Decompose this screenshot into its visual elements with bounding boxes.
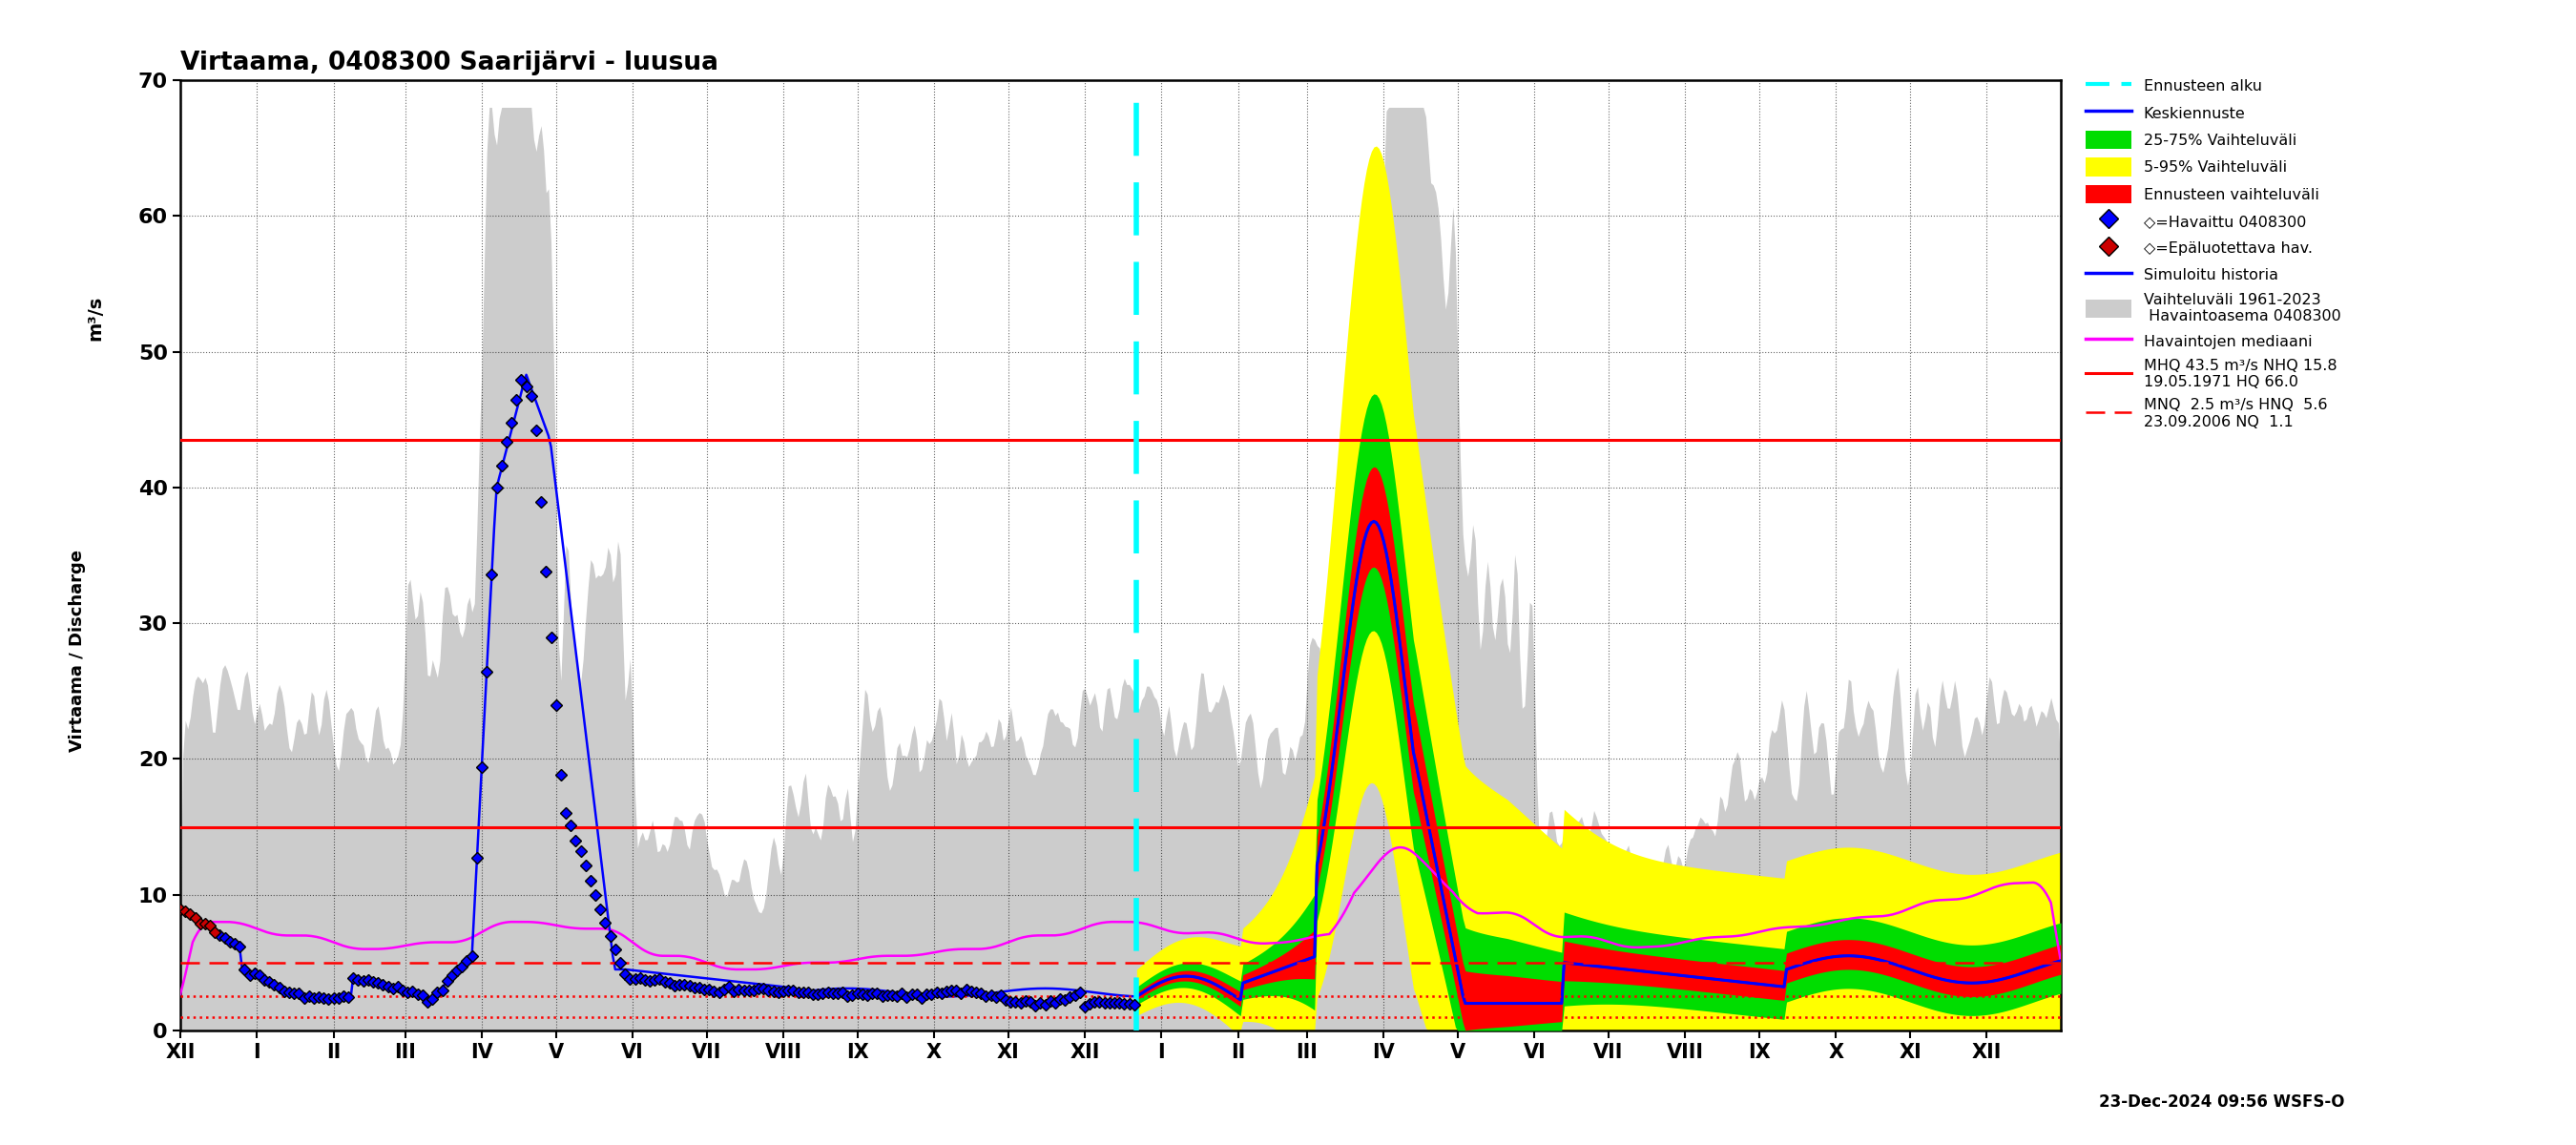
Legend: Ennusteen alku, Keskiennuste, 25-75% Vaihteluväli, 5-95% Vaihteluväli, Ennusteen: Ennusteen alku, Keskiennuste, 25-75% Vai… — [2079, 71, 2347, 435]
Text: 23-Dec-2024 09:56 WSFS-O: 23-Dec-2024 09:56 WSFS-O — [2099, 1093, 2344, 1111]
Text: m³/s: m³/s — [88, 295, 106, 340]
Text: Virtaama / Discharge: Virtaama / Discharge — [70, 550, 85, 751]
Text: Virtaama, 0408300 Saarijärvi - luusua: Virtaama, 0408300 Saarijärvi - luusua — [180, 50, 719, 76]
